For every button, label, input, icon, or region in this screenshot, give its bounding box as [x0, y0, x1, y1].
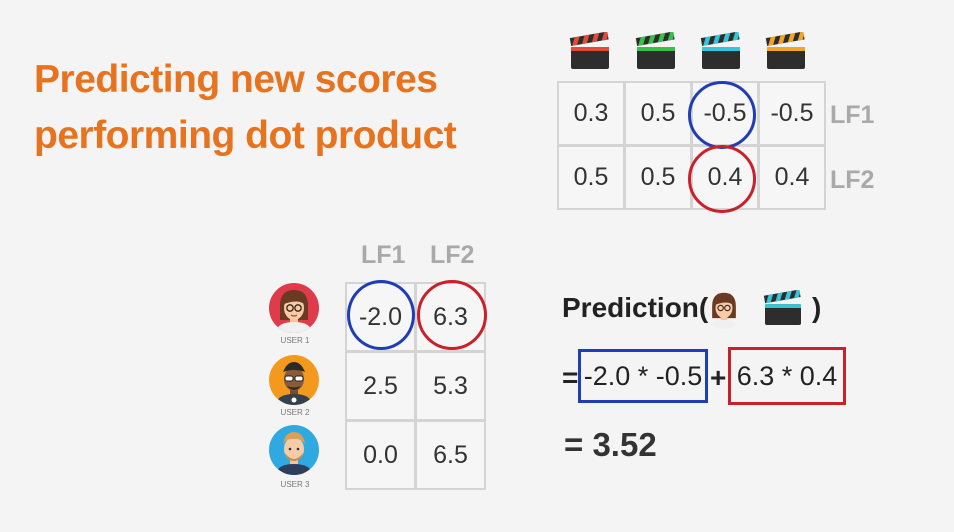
item-cell: 0.4	[760, 147, 824, 208]
slide-title: Predicting new scores performing dot pro…	[34, 52, 457, 164]
term-box-lf2: 6.3 * 0.4	[728, 347, 846, 405]
prediction-result: = 3.52	[564, 426, 657, 463]
title-line-1: Predicting new scores	[34, 58, 438, 101]
item-cell: 0.5	[626, 147, 690, 208]
user-3-avatar-icon	[269, 425, 319, 475]
user-2-label: USER 2	[280, 408, 310, 417]
highlight-ring-user-lf1	[347, 280, 415, 350]
prediction-label: Prediction(	[562, 292, 709, 323]
user-cell: 6.5	[417, 422, 484, 488]
user-col-header-lf2: LF2	[430, 241, 475, 269]
user-3-label: USER 3	[280, 480, 310, 489]
user-2-avatar-icon	[269, 355, 319, 405]
clapperboard-cyan-small-icon	[763, 290, 801, 326]
prediction-close-paren: )	[812, 292, 822, 323]
user-cell: 0.0	[347, 422, 414, 488]
clapperboard-red-icon	[569, 32, 609, 69]
item-cell: 0.5	[626, 83, 690, 144]
item-row-label-lf1: LF1	[830, 101, 875, 129]
user-cell: 2.5	[347, 353, 414, 419]
clapperboard-green-icon	[635, 32, 675, 69]
user-1-small-avatar-icon	[708, 292, 740, 330]
highlight-ring-user-lf2	[417, 280, 487, 350]
equals-sign: =	[562, 362, 579, 393]
user-1-avatar-icon	[269, 283, 319, 333]
clapperboard-cyan-icon	[700, 32, 740, 69]
highlight-ring-item-lf1	[688, 81, 756, 149]
highlight-ring-item-lf2	[688, 145, 756, 213]
term-box-lf1: -2.0 * -0.5	[578, 349, 708, 403]
clapperboard-yellow-icon	[765, 32, 805, 69]
user-1-label: USER 1	[280, 336, 310, 345]
user-col-header-lf1: LF1	[361, 241, 406, 269]
user-cell: 5.3	[417, 353, 484, 419]
item-cell: 0.3	[559, 83, 623, 144]
item-row-label-lf2: LF2	[830, 166, 875, 194]
title-line-2: performing dot product	[34, 114, 457, 157]
item-cell: 0.5	[559, 147, 623, 208]
item-cell: -0.5	[760, 83, 824, 144]
plus-sign: +	[710, 362, 727, 393]
